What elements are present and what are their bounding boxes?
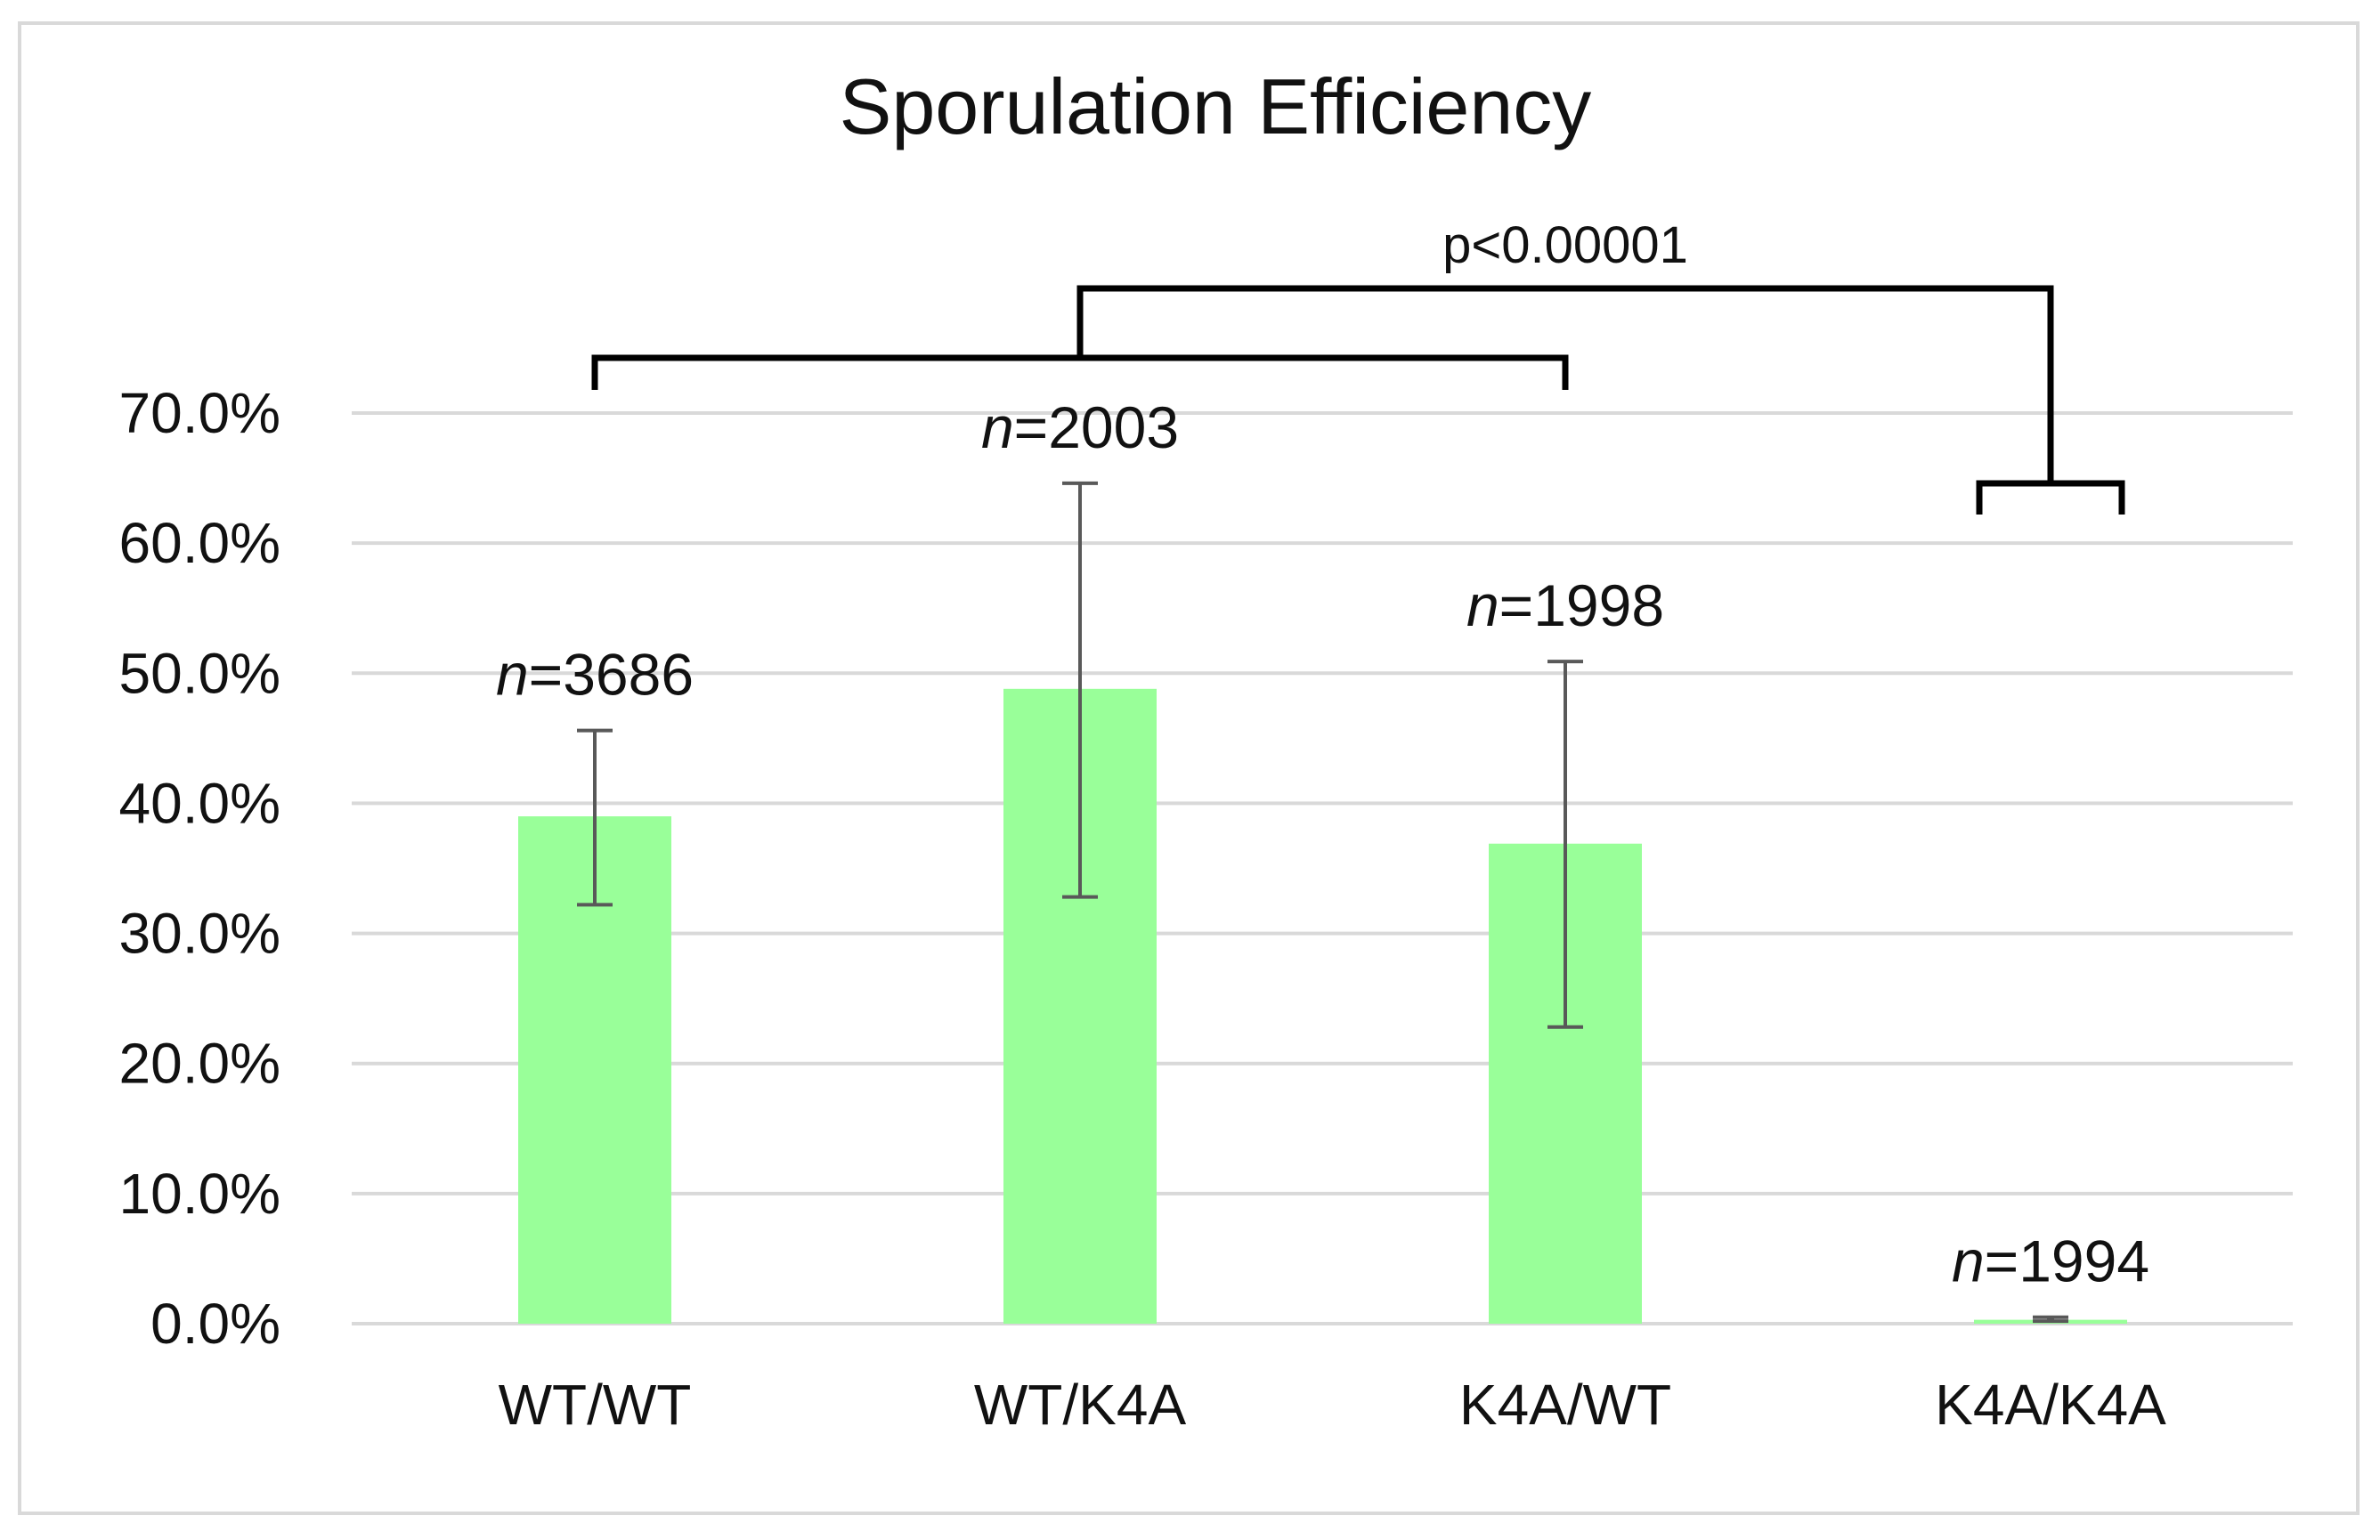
n-label: n=1994 (1952, 1228, 2149, 1294)
bars (518, 688, 2127, 1324)
n-label-italic: n (1952, 1228, 1985, 1294)
y-axis-ticks: 0.0% 10.0% 20.0% 30.0% 40.0% 50.0% 60.0% 70.0% (119, 381, 280, 1356)
y-tick-label: 50.0% (119, 641, 280, 705)
y-tick-label: 70.0% (119, 381, 280, 445)
error-bar (1547, 660, 1583, 1029)
chart-frame (18, 21, 2360, 1515)
y-tick-label: 10.0% (119, 1162, 280, 1226)
n-label-italic: n (981, 394, 1014, 460)
bracket-group-a (591, 354, 1569, 390)
chart-title: Sporulation Efficiency (840, 62, 1592, 150)
x-axis-ticks: WT/WT WT/K4A K4A/WT K4A/K4A (499, 1373, 2167, 1437)
n-label: n=3686 (496, 642, 694, 708)
n-label: n=1998 (1466, 572, 1664, 638)
bracket-group-b (1976, 480, 2125, 515)
error-bar (1062, 481, 1098, 899)
bracket-connector (1076, 285, 2054, 483)
x-tick-label: WT/K4A (974, 1373, 1187, 1437)
n-label-italic: n (496, 642, 529, 708)
error-bar (577, 728, 613, 907)
n-label-italic: n (1466, 572, 1499, 638)
n-label-count: =1998 (1499, 572, 1664, 638)
x-tick-label: WT/WT (499, 1373, 692, 1437)
p-value-label: p<0.00001 (1442, 216, 1688, 274)
y-tick-label: 60.0% (119, 511, 280, 575)
n-label-count: =1994 (1985, 1228, 2149, 1294)
x-tick-label: K4A/WT (1459, 1373, 1671, 1437)
n-label: n=2003 (981, 394, 1179, 460)
n-label-count: =2003 (1014, 394, 1179, 460)
y-tick-label: 40.0% (119, 771, 280, 835)
error-bar (2033, 1315, 2068, 1324)
error-bars (577, 481, 2068, 1324)
gridlines (352, 411, 2293, 1325)
significance-bracket: p<0.00001 (591, 216, 2125, 515)
y-tick-label: 20.0% (119, 1032, 280, 1096)
x-tick-label: K4A/K4A (1935, 1373, 2166, 1437)
n-label-count: =3686 (529, 642, 694, 708)
y-tick-label: 0.0% (150, 1292, 280, 1356)
y-tick-label: 30.0% (119, 902, 280, 966)
